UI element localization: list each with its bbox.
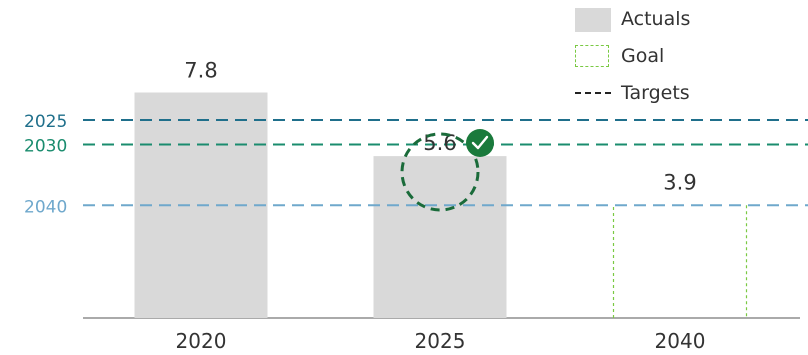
legend-label-goal: Goal — [621, 45, 665, 67]
check-icon — [471, 135, 489, 150]
x-tick-label-2025: 2025 — [415, 329, 466, 353]
target-label-2025: 2025 — [24, 112, 67, 132]
bar-goal-2040 — [612, 205, 748, 318]
targets-swatch — [575, 92, 611, 94]
legend: Actuals Goal Targets — [575, 6, 795, 117]
legend-label-targets: Targets — [621, 82, 690, 104]
legend-item-targets: Targets — [575, 80, 795, 117]
legend-item-actuals: Actuals — [575, 6, 795, 43]
goal-highlight-circle — [400, 132, 480, 212]
legend-label-actuals: Actuals — [621, 8, 691, 30]
data-label-2040: 3.9 — [663, 170, 696, 194]
x-tick-label-2040: 2040 — [655, 329, 706, 353]
x-tick-label-2020: 2020 — [176, 329, 227, 353]
goal-swatch — [575, 45, 609, 67]
data-label-2020: 7.8 — [184, 59, 217, 83]
target-label-2040: 2040 — [24, 197, 67, 217]
target-label-2030: 2030 — [24, 137, 67, 157]
bar-actual-2025 — [373, 156, 507, 318]
actuals-swatch — [575, 8, 611, 32]
check-badge — [466, 129, 494, 157]
legend-item-goal: Goal — [575, 43, 795, 80]
